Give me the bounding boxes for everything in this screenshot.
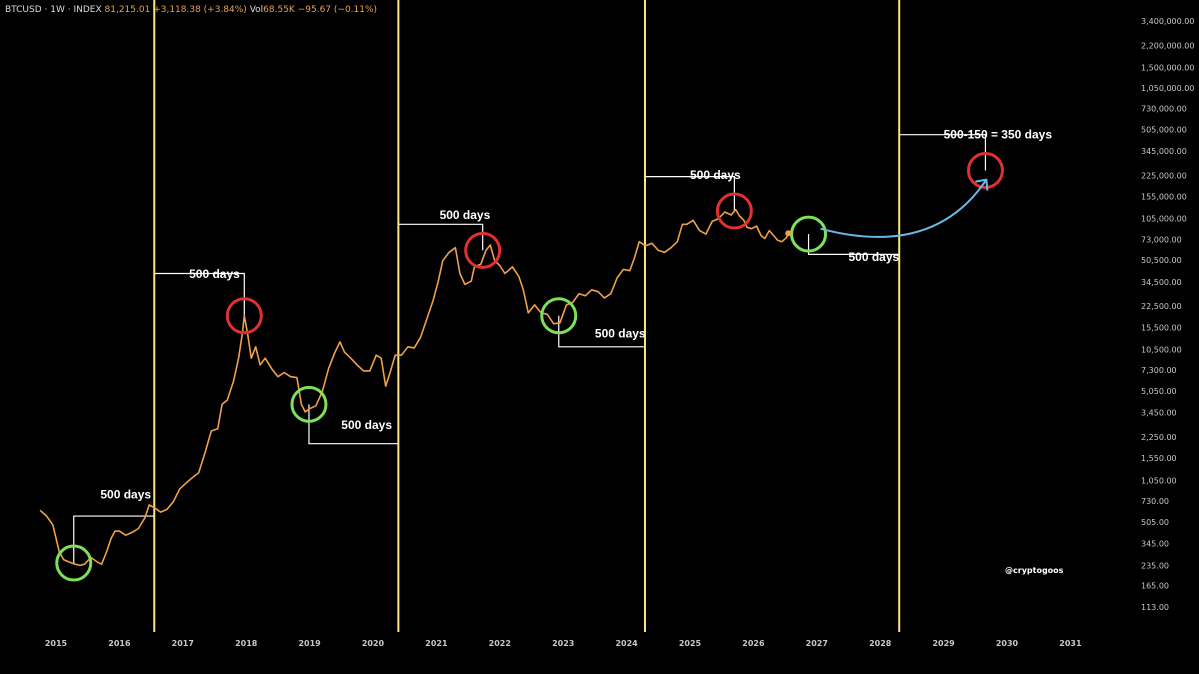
x-tick-label: 2023 <box>552 639 574 648</box>
annotation-label: 500 days <box>341 418 392 432</box>
current-price-dot <box>785 230 792 237</box>
y-tick-label: 7,300.00 <box>1141 366 1177 375</box>
y-tick-label: 1,550.00 <box>1141 454 1177 463</box>
annotation-label: 500 days <box>440 208 491 222</box>
x-tick-label: 2026 <box>742 639 765 648</box>
y-tick-label: 3,450.00 <box>1141 409 1177 418</box>
bottom-circle <box>55 544 93 582</box>
y-tick-label: 2,250.00 <box>1141 433 1177 442</box>
peak-circle <box>225 297 263 335</box>
volume-change: −95.67 (−0.11%) <box>297 5 378 15</box>
y-tick-label: 10,500.00 <box>1141 345 1182 354</box>
y-tick-label: 105,000.00 <box>1141 215 1187 224</box>
bracket-peak-2025 <box>644 175 735 212</box>
x-tick-label: 2027 <box>806 639 828 648</box>
projection <box>820 178 989 238</box>
y-tick-label: 50,500.00 <box>1141 256 1182 265</box>
y-tick-label: 5,050.00 <box>1141 387 1177 396</box>
y-tick-label: 22,500.00 <box>1141 302 1182 311</box>
x-tick-label: 2028 <box>869 639 892 648</box>
volume-value: 68.55K <box>263 5 295 15</box>
projection-arrowhead <box>975 178 989 191</box>
y-tick-label: 113.00 <box>1141 603 1169 612</box>
x-tick-label: 2015 <box>45 639 68 648</box>
y-tick-label: 1,500,000.00 <box>1141 64 1194 73</box>
y-tick-label: 155,000.00 <box>1141 192 1187 201</box>
price-change: +3,118.38 (+3.84%) <box>153 5 247 15</box>
x-tick-label: 2017 <box>172 639 194 648</box>
y-tick-label: 2,200,000.00 <box>1141 42 1194 51</box>
x-tick-label: 2024 <box>615 639 638 648</box>
price-line <box>39 208 790 567</box>
y-tick-label: 505.00 <box>1141 518 1169 527</box>
x-tick-label: 2029 <box>932 639 955 648</box>
y-tick-label: 225,000.00 <box>1141 171 1187 180</box>
y-tick-label: 730,000.00 <box>1141 104 1187 113</box>
bracket-bottom-2026 <box>807 234 900 255</box>
bottom-circle <box>290 385 328 423</box>
y-tick-label: 345,000.00 <box>1141 147 1187 156</box>
y-axis: 3,400,000.00 2,200,000.00 1,500,000.00 1,05… <box>1136 0 1199 674</box>
x-tick-label: 2020 <box>362 639 385 648</box>
x-tick-label: 2016 <box>108 639 131 648</box>
y-tick-label: 505,000.00 <box>1141 125 1187 134</box>
x-tick-label: 2019 <box>298 639 321 648</box>
peak-circle <box>966 151 1004 189</box>
annotation-label: 500 days <box>100 488 151 502</box>
y-tick-label: 15,500.00 <box>1141 323 1182 332</box>
chart-header: BTCUSD · 1W · INDEX 81,215.01 +3,118.38 … <box>5 5 377 15</box>
annotation-label: 500-150 = 350 days <box>944 128 1053 142</box>
bracket-peak-2017 <box>154 272 245 316</box>
annotation-label: 500 days <box>595 326 646 340</box>
cycle-markers <box>55 151 1004 582</box>
bracket-projected-peak <box>899 134 987 171</box>
x-tick-label: 2018 <box>235 639 258 648</box>
cycle-brackets <box>73 134 987 564</box>
y-tick-label: 1,050,000.00 <box>1141 84 1194 93</box>
peak-circle <box>715 192 753 230</box>
annotations: 500 days 500 days 500 days 500 days 500 days… <box>100 128 1052 502</box>
bottom-circle <box>540 297 578 335</box>
x-tick-label: 2030 <box>996 639 1019 648</box>
annotation-label: 500 days <box>849 250 900 264</box>
x-tick-label: 2025 <box>679 639 702 648</box>
y-tick-label: 3,400,000.00 <box>1141 17 1194 26</box>
y-axis-panel <box>1136 0 1199 674</box>
projection-arrow <box>820 179 988 238</box>
y-tick-label: 34,500.00 <box>1141 278 1182 287</box>
x-tick-label: 2021 <box>425 639 448 648</box>
bracket-bottom-2022 <box>558 315 645 348</box>
x-tick-label: 2031 <box>1059 639 1082 648</box>
bracket-bottom-2019 <box>308 404 399 445</box>
symbol-label: BTCUSD · 1W · INDEX <box>5 5 102 15</box>
y-tick-label: 235.00 <box>1141 561 1169 570</box>
bracket-peak-2021 <box>398 223 484 251</box>
y-tick-label: 73,000.00 <box>1141 235 1182 244</box>
price-value: 81,215.01 <box>104 5 151 15</box>
annotation-label: 500 days <box>189 267 240 281</box>
volume-label: Vol <box>249 5 264 15</box>
bottom-circle <box>790 215 828 253</box>
annotation-label: 500 days <box>690 168 741 182</box>
y-tick-label: 1,050.00 <box>1141 476 1177 485</box>
peak-circle <box>464 231 502 269</box>
y-tick-label: 345.00 <box>1141 540 1169 549</box>
watermark: @cryptogoos <box>1005 566 1064 575</box>
x-tick-label: 2022 <box>489 639 511 648</box>
y-tick-label: 165.00 <box>1141 581 1169 590</box>
cycle-lines <box>153 0 901 632</box>
y-tick-label: 730.00 <box>1141 497 1169 506</box>
x-axis: 2015 2016 2017 2018 2019 2020 2021 2022 2023 2024… <box>45 639 1082 648</box>
